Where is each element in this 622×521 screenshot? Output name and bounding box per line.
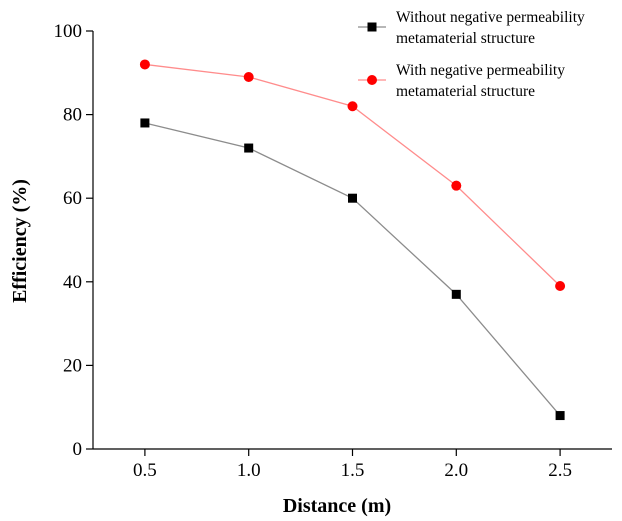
series-2-point (555, 280, 566, 291)
legend-marker-2 (367, 75, 377, 85)
series-2-point (347, 101, 358, 112)
x-tick-label: 2.0 (444, 460, 468, 481)
x-tick-label: 1.0 (237, 460, 261, 481)
y-tick-label: 100 (54, 21, 83, 42)
legend-label-2: metamaterial structure (396, 83, 535, 100)
series-1-point (348, 193, 357, 203)
series-1-point (451, 289, 461, 299)
series-2-point (243, 71, 254, 82)
y-tick-label: 40 (63, 272, 82, 293)
x-tick-label: 2.5 (548, 460, 572, 481)
legend-marker-1 (367, 22, 377, 32)
y-tick-label: 80 (63, 105, 82, 126)
series-1-point (140, 118, 150, 128)
legend-label-1: metamaterial structure (396, 30, 535, 47)
y-axis-title: Efficiency (%) (9, 179, 31, 303)
legend-label-1: Without negative permeability (396, 9, 585, 26)
legend-label-2: With negative permeability (396, 62, 565, 79)
legend: Without negative permeability metamateria… (358, 9, 585, 100)
series-1-point (244, 143, 254, 153)
series-layer (139, 59, 566, 421)
series-2-point (139, 59, 150, 70)
x-axis-title: Distance (m) (283, 495, 391, 517)
y-tick-label: 0 (73, 439, 83, 460)
x-ticks: 0.5 1.0 1.5 2.0 2.5 (133, 449, 572, 481)
y-tick-label: 20 (63, 355, 82, 376)
x-tick-label: 1.5 (341, 460, 365, 481)
x-tick-label: 0.5 (133, 460, 157, 481)
series-1-point (555, 411, 565, 421)
series-line-1 (144, 122, 561, 416)
y-ticks: 0 20 40 60 80 100 (54, 21, 93, 460)
y-tick-label: 60 (63, 188, 82, 209)
series-2-point (451, 180, 462, 191)
